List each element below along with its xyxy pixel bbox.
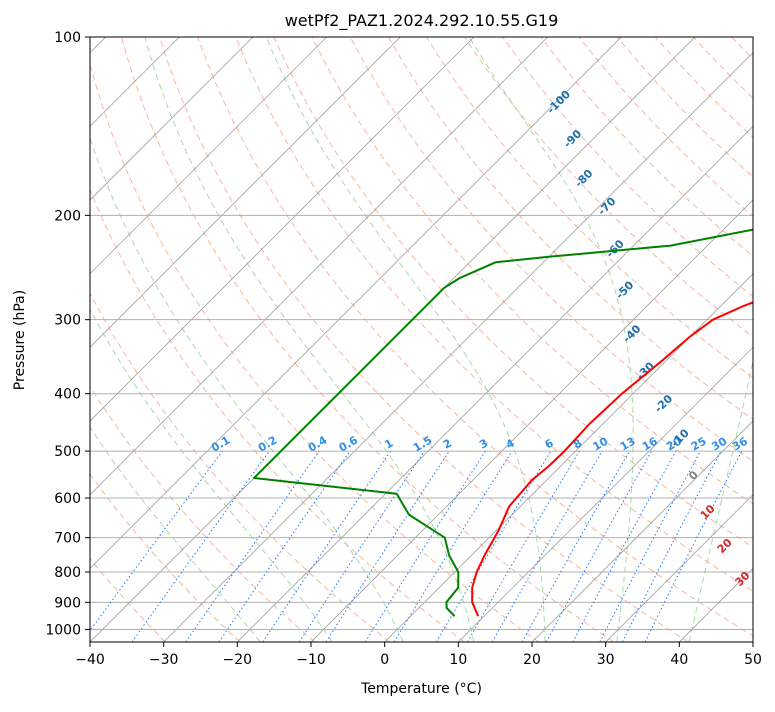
y-tick-label: 800 <box>54 565 81 581</box>
x-tick-label: 40 <box>670 652 688 668</box>
x-axis-label: Temperature (°C) <box>360 681 482 697</box>
y-axis-label: Pressure (hPa) <box>12 290 28 390</box>
x-tick-label: 50 <box>744 652 762 668</box>
y-tick-label: 900 <box>54 595 81 611</box>
x-tick-label: −20 <box>223 652 253 668</box>
y-tick-label: 200 <box>54 208 81 224</box>
y-tick-label: 500 <box>54 444 81 460</box>
x-tick-label: −40 <box>75 652 105 668</box>
x-tick-label: 0 <box>380 652 389 668</box>
y-tick-label: 100 <box>54 30 81 46</box>
y-tick-label: 600 <box>54 491 81 507</box>
y-tick-label: 300 <box>54 313 81 329</box>
y-tick-label: 400 <box>54 387 81 403</box>
x-tick-label: 30 <box>597 652 615 668</box>
x-tick-label: 20 <box>523 652 541 668</box>
x-tick-label: 10 <box>449 652 467 668</box>
y-tick-label: 700 <box>54 531 81 547</box>
x-tick-label: −30 <box>149 652 179 668</box>
chart-title: wetPf2_PAZ1.2024.292.10.55.G19 <box>285 11 559 31</box>
x-tick-label: −10 <box>296 652 326 668</box>
y-tick-label: 1000 <box>45 622 81 638</box>
